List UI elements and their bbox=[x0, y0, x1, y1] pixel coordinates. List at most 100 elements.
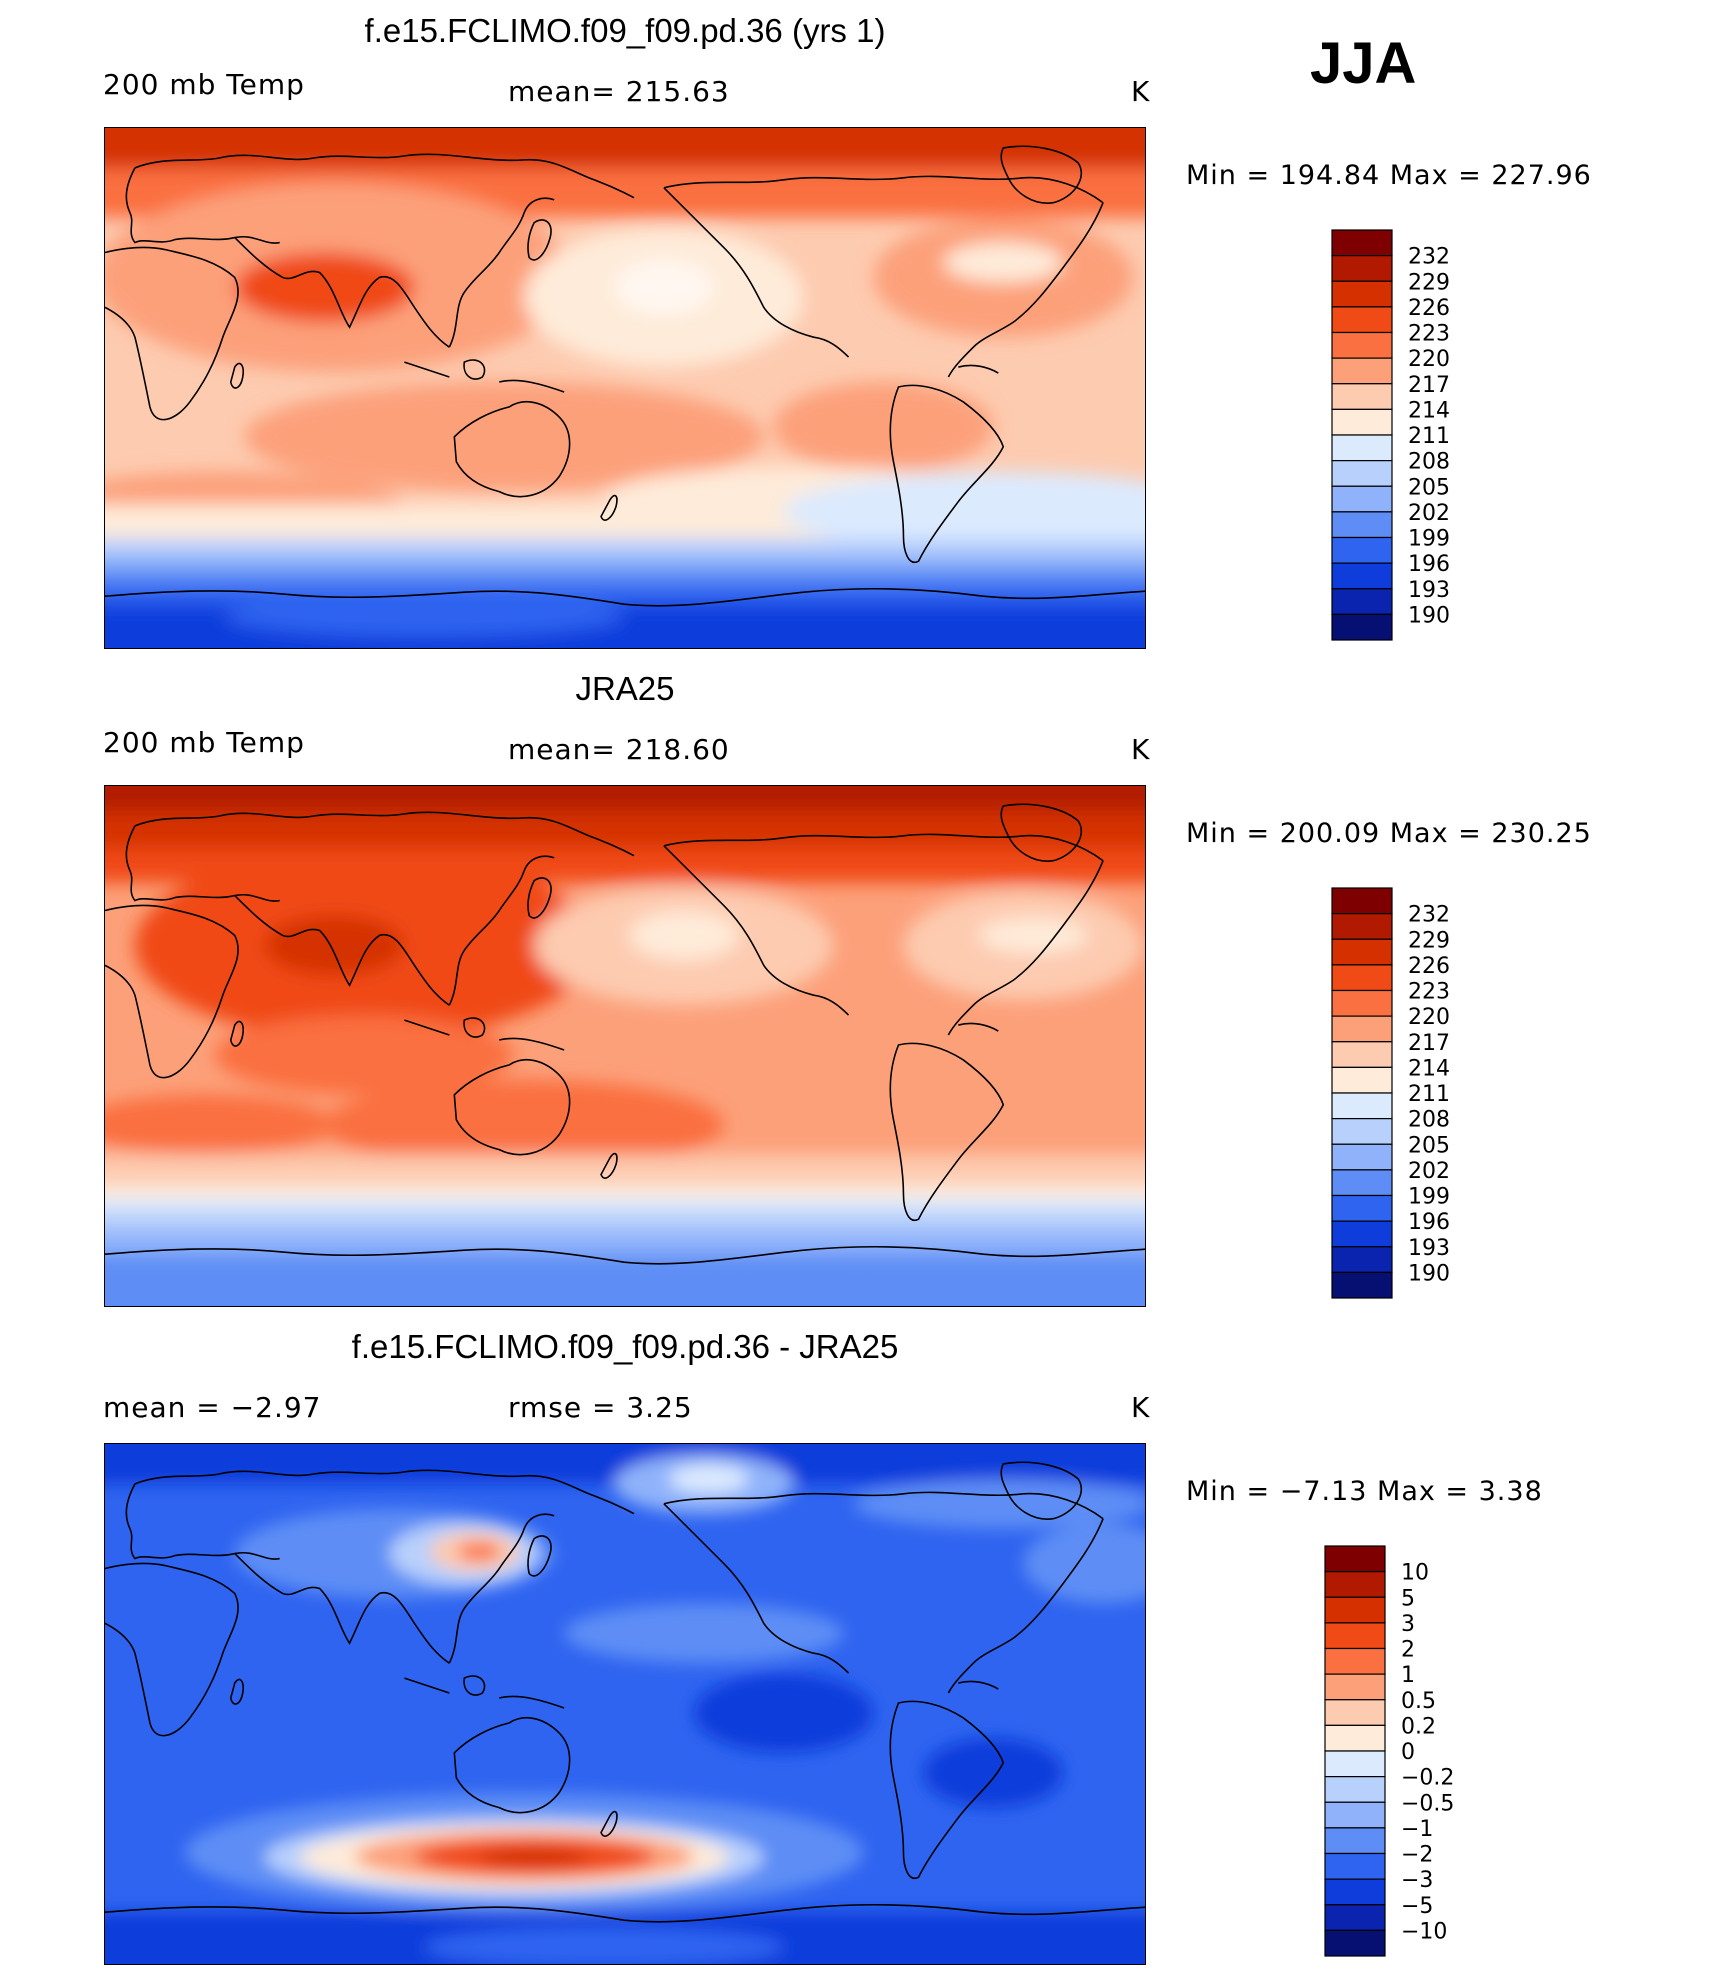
colorbar-swatch bbox=[1331, 887, 1393, 915]
colorbar-tick-label: 223 bbox=[1408, 322, 1450, 347]
colorbar-tick-label: 202 bbox=[1408, 1159, 1450, 1184]
colorbar-swatch bbox=[1324, 1776, 1386, 1803]
colorbar-tick-label: 226 bbox=[1408, 296, 1450, 321]
colorbar-tick-label: 232 bbox=[1408, 903, 1450, 928]
colorbar-tick-label: −10 bbox=[1401, 1919, 1447, 1944]
colorbar-swatch bbox=[1331, 434, 1393, 462]
panel3-rmse-label: rmse = 3.25 bbox=[508, 1391, 693, 1424]
panel1-map-svg bbox=[105, 128, 1145, 648]
panel3-map-svg bbox=[105, 1444, 1145, 1964]
colorbar-swatch bbox=[1324, 1699, 1386, 1726]
colorbar-tick-label: 229 bbox=[1408, 928, 1450, 953]
colorbar-tick-label: 0.2 bbox=[1401, 1714, 1436, 1739]
colorbar-swatch bbox=[1331, 964, 1393, 992]
colorbar-swatch bbox=[1331, 536, 1393, 564]
colorbar-swatch bbox=[1324, 1724, 1386, 1752]
colorbar-swatch bbox=[1331, 913, 1393, 940]
colorbar-tick-label: −0.5 bbox=[1401, 1791, 1454, 1816]
colorbar-swatch bbox=[1331, 1015, 1393, 1043]
colorbar-swatch bbox=[1331, 1246, 1393, 1273]
colorbar-swatch bbox=[1324, 1750, 1386, 1778]
colorbar-swatch bbox=[1324, 1929, 1386, 1957]
colorbar-tick-label: −0.2 bbox=[1401, 1766, 1454, 1791]
colorbar-swatch bbox=[1331, 383, 1393, 410]
panel1-minmax-label: Min = 194.84 Max = 227.96 bbox=[1186, 160, 1592, 191]
colorbar-swatch bbox=[1331, 357, 1393, 385]
panel3-map bbox=[104, 1443, 1146, 1965]
panel2-variable-label: 200 mb Temp bbox=[103, 726, 305, 759]
colorbar-swatch bbox=[1331, 1271, 1393, 1299]
colorbar-swatch bbox=[1331, 989, 1393, 1017]
colorbar-swatch bbox=[1331, 1169, 1393, 1197]
panel2-mean-label: mean= 218.60 bbox=[508, 733, 730, 766]
colorbar-swatch bbox=[1324, 1878, 1386, 1906]
colorbar-swatch bbox=[1331, 1143, 1393, 1171]
colorbar-tick-label: 199 bbox=[1408, 1185, 1450, 1210]
colorbar-swatch bbox=[1324, 1904, 1386, 1931]
colorbar-tick-label: 0.5 bbox=[1401, 1689, 1436, 1714]
panel2-title: JRA25 bbox=[575, 670, 675, 707]
colorbar-swatch bbox=[1331, 511, 1393, 539]
panel2-minmax-label: Min = 200.09 Max = 230.25 bbox=[1186, 818, 1592, 849]
colorbar-swatch bbox=[1324, 1545, 1386, 1573]
colorbar-tick-label: 211 bbox=[1408, 424, 1450, 449]
colorbar-tick-label: 211 bbox=[1408, 1082, 1450, 1107]
colorbar-tick-label: 2 bbox=[1401, 1638, 1415, 1663]
colorbar-tick-label: 214 bbox=[1408, 398, 1450, 423]
panel2-map-svg bbox=[105, 786, 1145, 1306]
colorbar-tick-label: 220 bbox=[1408, 347, 1450, 372]
colorbar-swatch bbox=[1324, 1647, 1386, 1675]
panel1-colorbar: 232 229 226 223 220 217 214 211 208 205 202 199 196 1… bbox=[1330, 228, 1490, 644]
panel1-map bbox=[104, 127, 1146, 649]
panel1-colorbar-svg: 2322292262232202172142112082052021991961… bbox=[1331, 229, 1450, 641]
colorbar-swatch bbox=[1331, 280, 1393, 308]
colorbar-tick-label: 5 bbox=[1401, 1586, 1415, 1611]
panel3-units-label: K bbox=[1131, 1391, 1151, 1424]
colorbar-swatch bbox=[1324, 1622, 1386, 1650]
panel3-title: f.e15.FCLIMO.f09_f09.pd.36 - JRA25 bbox=[351, 1328, 899, 1365]
colorbar-tick-label: 202 bbox=[1408, 501, 1450, 526]
colorbar-tick-label: 217 bbox=[1408, 1031, 1450, 1056]
panel3-minmax-label: Min = −7.13 Max = 3.38 bbox=[1186, 1476, 1543, 1507]
colorbar-swatch bbox=[1331, 1066, 1393, 1094]
colorbar-swatch bbox=[1331, 485, 1393, 513]
colorbar-swatch bbox=[1331, 460, 1393, 487]
colorbar-tick-label: 205 bbox=[1408, 1133, 1450, 1158]
colorbar-swatch bbox=[1331, 408, 1393, 436]
colorbar-tick-label: 196 bbox=[1408, 1210, 1450, 1235]
colorbar-tick-label: −2 bbox=[1401, 1843, 1433, 1868]
colorbar-tick-label: −1 bbox=[1401, 1817, 1433, 1842]
colorbar-swatch bbox=[1331, 1092, 1393, 1120]
colorbar-tick-label: 193 bbox=[1408, 578, 1450, 603]
colorbar-swatch bbox=[1331, 938, 1393, 966]
colorbar-swatch bbox=[1324, 1827, 1386, 1855]
panel2-colorbar-svg: 2322292262232202172142112082052021991961… bbox=[1331, 887, 1450, 1299]
colorbar-tick-label: 205 bbox=[1408, 475, 1450, 500]
colorbar-swatch bbox=[1324, 1571, 1386, 1598]
panel3-colorbar: 10 5 3 2 1 0.5 0.2 0 −0.2 −0.5 −1 −2 −3 −5 −10 bbox=[1323, 1544, 1493, 1960]
colorbar-swatch bbox=[1331, 331, 1393, 359]
colorbar-swatch bbox=[1331, 1194, 1393, 1222]
colorbar-tick-label: 199 bbox=[1408, 527, 1450, 552]
colorbar-tick-label: 223 bbox=[1408, 980, 1450, 1005]
colorbar-tick-label: 0 bbox=[1401, 1740, 1415, 1765]
colorbar-tick-label: 232 bbox=[1408, 245, 1450, 270]
colorbar-swatch bbox=[1324, 1801, 1386, 1829]
panel1-units-label: K bbox=[1131, 75, 1151, 108]
colorbar-tick-label: 229 bbox=[1408, 270, 1450, 295]
colorbar-swatch bbox=[1331, 229, 1393, 257]
colorbar-tick-label: −3 bbox=[1401, 1868, 1433, 1893]
colorbar-tick-label: 196 bbox=[1408, 552, 1450, 577]
colorbar-tick-label: 1 bbox=[1401, 1663, 1415, 1688]
colorbar-tick-label: 208 bbox=[1408, 1108, 1450, 1133]
colorbar-swatch bbox=[1331, 613, 1393, 641]
colorbar-swatch bbox=[1331, 255, 1393, 282]
panel1-variable-label: 200 mb Temp bbox=[103, 68, 305, 101]
colorbar-swatch bbox=[1324, 1852, 1386, 1880]
colorbar-tick-label: 3 bbox=[1401, 1612, 1415, 1637]
colorbar-tick-label: 10 bbox=[1401, 1561, 1429, 1586]
colorbar-swatch bbox=[1331, 1220, 1393, 1248]
panel2-map bbox=[104, 785, 1146, 1307]
colorbar-tick-label: 208 bbox=[1408, 450, 1450, 475]
